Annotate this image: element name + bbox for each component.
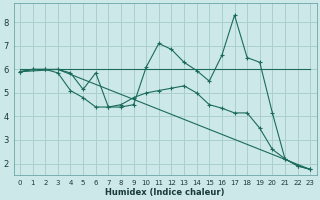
X-axis label: Humidex (Indice chaleur): Humidex (Indice chaleur)	[105, 188, 225, 197]
